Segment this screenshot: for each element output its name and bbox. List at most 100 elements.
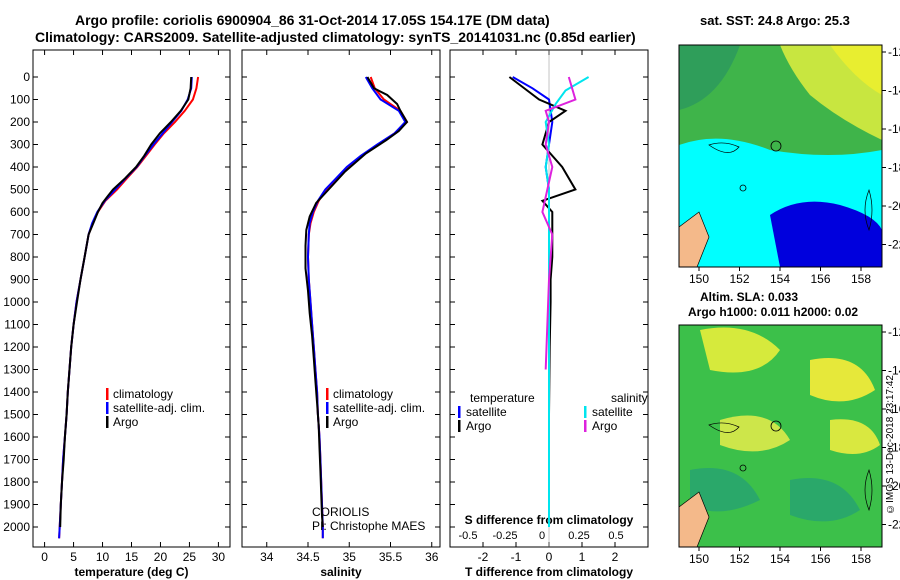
legend-label: Argo: [592, 419, 618, 433]
legend-label: satellite: [592, 405, 633, 419]
reef-outline: [708, 142, 740, 153]
lon-tick-label: 156: [810, 272, 830, 286]
legend-swatch: [584, 420, 587, 432]
x-tick-label: 35: [343, 550, 357, 564]
s-tick-label: 0.5: [608, 530, 623, 542]
legend-label: Argo: [466, 419, 492, 433]
y-tick-label: 300: [10, 138, 30, 152]
sst-map-region: [679, 45, 740, 110]
x-tick-label: 34.5: [296, 550, 320, 564]
legend-label: satellite: [466, 405, 507, 419]
x-tick-label: 10: [96, 550, 110, 564]
lat-tick-label: -12: [888, 325, 900, 339]
legend-swatch: [584, 406, 587, 418]
x-tick-label: 35.5: [379, 550, 403, 564]
legend-label: climatology: [333, 387, 393, 401]
y-tick-label: 1900: [3, 498, 30, 512]
x-tick-label: 0: [41, 550, 48, 564]
s-tick-label: -0.25: [492, 530, 517, 542]
lat-tick-label: -14: [888, 84, 900, 98]
legend-label: satellite-adj. clim.: [113, 401, 205, 415]
sla-map-region: [810, 358, 875, 402]
y-tick-label: 1200: [3, 340, 30, 354]
difference-series-t-argo: [508, 76, 577, 527]
lon-tick-label: 154: [770, 552, 790, 566]
y-tick-label: 600: [10, 205, 30, 219]
y-tick-label: 1300: [3, 363, 30, 377]
lat-tick-label: -16: [888, 402, 900, 416]
lat-tick-label: -18: [888, 161, 900, 175]
y-tick-label: 1000: [3, 295, 30, 309]
y-tick-label: 100: [10, 93, 30, 107]
legend-swatch: [326, 388, 329, 400]
sla-map-region: [790, 478, 860, 522]
lon-tick-label: 154: [770, 272, 790, 286]
y-tick-label: 1700: [3, 453, 30, 467]
credit-line1: CORIOLIS: [312, 505, 370, 519]
sst-map-region: [770, 201, 882, 267]
lat-tick-label: -12: [888, 45, 900, 59]
lat-tick-label: -14: [888, 364, 900, 378]
x-tick-label: 2: [612, 550, 619, 564]
legend-label: Argo: [113, 415, 139, 429]
sla-map-title1: Altim. SLA: 0.033: [700, 290, 799, 304]
legend-swatch: [326, 402, 329, 414]
sla-map-region: [690, 468, 760, 512]
sst-map: -12 -14 -16 -18 -20 -22 150 152 154 156 158: [678, 44, 900, 286]
x-tick-label: 30: [212, 550, 226, 564]
sst-map-region: [830, 45, 882, 95]
lon-tick-label: 152: [729, 272, 749, 286]
lon-tick-label: 150: [689, 552, 709, 566]
lat-tick-label: -20: [888, 199, 900, 213]
temperature-panel: 0100200300400500600700800900100011001200…: [3, 49, 231, 579]
lon-tick-label: 150: [689, 272, 709, 286]
lon-tick-label: 158: [851, 272, 871, 286]
sst-map-title: sat. SST: 24.8 Argo: 25.3: [700, 13, 850, 28]
salinity-panel: 34 34.5 35 35.5 36 salinity climatologysatelli…: [241, 49, 441, 579]
legend-swatch: [326, 416, 329, 428]
lon-tick-label: 152: [729, 552, 749, 566]
x-tick-label: 20: [154, 550, 168, 564]
chart-title-line1: Argo profile: coriolis 6900904_86 31-Oct…: [75, 12, 550, 28]
y-tick-label: 700: [10, 228, 30, 242]
x-tick-label: 36: [425, 550, 439, 564]
small-marker: [739, 184, 747, 192]
legend-swatch: [106, 416, 109, 428]
y-tick-label: 1800: [3, 475, 30, 489]
x-tick-label: 15: [125, 550, 139, 564]
y-tick-label: 200: [10, 115, 30, 129]
lon-tick-label: 158: [851, 552, 871, 566]
difference-series-s-argo: [541, 76, 577, 370]
sla-map-region: [700, 327, 780, 373]
y-tick-label: 500: [10, 183, 30, 197]
legend-swatch: [106, 402, 109, 414]
x-tick-label: 25: [183, 550, 197, 564]
x-tick-label: 5: [70, 550, 77, 564]
chart-title-line2: Climatology: CARS2009. Satellite-adjuste…: [35, 29, 636, 45]
sla-map-region: [720, 415, 790, 452]
temperature-series-argo: [59, 76, 193, 528]
salinity-xlabel: salinity: [320, 565, 362, 579]
lat-tick-label: -22: [888, 238, 900, 252]
lon-tick-label: 156: [810, 552, 830, 566]
profile-plots: 0100200300400500600700800900100011001200…: [3, 49, 649, 579]
legend-label: Argo: [333, 415, 359, 429]
salinity-frame: [241, 49, 441, 548]
y-tick-label: 400: [10, 160, 30, 174]
salinity-series-argo: [304, 76, 409, 528]
lat-tick-label: -22: [888, 518, 900, 532]
y-tick-label: 1500: [3, 408, 30, 422]
y-tick-label: 0: [23, 70, 30, 84]
y-tick-label: 1600: [3, 430, 30, 444]
y-tick-label: 1400: [3, 385, 30, 399]
y-tick-label: 900: [10, 273, 30, 287]
x-tick-label: 34: [260, 550, 274, 564]
difference-xlabel: T difference from climatology: [465, 565, 633, 579]
s-tick-label: -0.5: [459, 530, 478, 542]
sla-map-title2: Argo h1000: 0.011 h2000: 0.02: [688, 305, 859, 319]
reef-outline: [708, 422, 740, 433]
argo-position-marker: [770, 420, 782, 432]
lat-tick-label: -20: [888, 479, 900, 493]
credit-line2: PI: Christophe MAES: [312, 519, 426, 533]
